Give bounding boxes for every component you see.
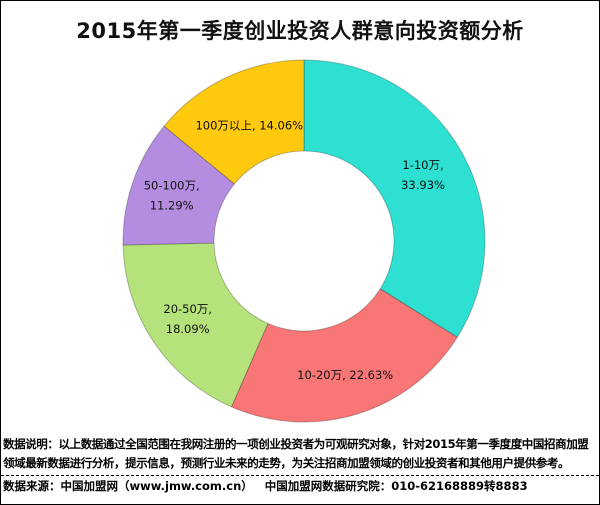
slice-100万以上 <box>163 59 305 185</box>
slice-50-100万 <box>122 125 236 246</box>
slice-1-10万 <box>303 59 486 339</box>
slice-10-20万 <box>230 288 458 423</box>
slice-label-100万以上: 100万以上, 14.06% <box>195 118 303 132</box>
slice-label-10-20万: 10-20万, 22.63% <box>297 368 393 382</box>
donut-chart: 1-10万, 33.93% 10-20万, 22.63% 20-50万, 18.09% 5… <box>122 59 486 423</box>
data-note: 数据说明：以上数据通过全国范围在我网注册的一项创业投资者为可观研究对象，针对20… <box>3 437 589 470</box>
divider <box>1 475 599 476</box>
slice-label-1-10万: 1-10万, 33.93% <box>401 158 445 192</box>
data-source: 数据来源：中国加盟网（www.jmw.com.cn） 中国加盟网数据研究院：01… <box>3 479 528 493</box>
chart-title: 2015年第一季度创业投资人群意向投资额分析 <box>76 19 524 43</box>
slice-20-50万 <box>122 242 269 408</box>
slice-label-50-100万: 50-100万, 11.29% <box>144 178 200 212</box>
slice-label-20-50万: 20-50万, 18.09% <box>163 302 212 336</box>
chart-footer: 数据说明：以上数据通过全国范围在我网注册的一项创业投资者为可观研究对象，针对20… <box>1 435 599 498</box>
